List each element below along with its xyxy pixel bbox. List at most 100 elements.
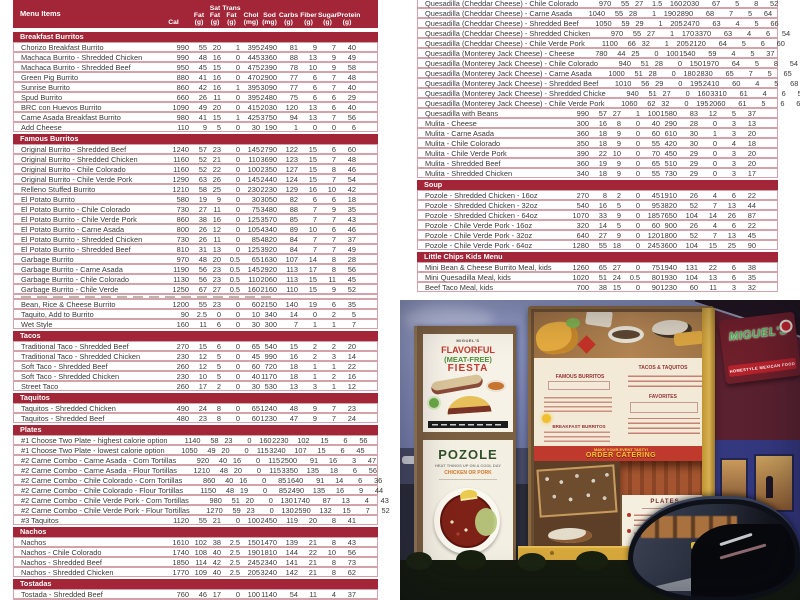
taquitos-tray-photo (620, 461, 708, 495)
item-value: 4 (762, 89, 767, 98)
item-value: 990 (264, 352, 277, 361)
item-value: 7 (365, 506, 370, 515)
item-value: 48 (347, 155, 356, 164)
item-value: 0 (677, 59, 682, 68)
item-value: 90 (651, 283, 660, 292)
item-value: 20 (221, 446, 230, 455)
item-name: Quesadilla (Monterey Jack Cheese) - Shre… (425, 89, 606, 98)
item-value: 65 (251, 404, 260, 413)
catering-tagline: MAKE YOUR EVENT TASTY! (593, 447, 649, 452)
item-value: 32 (747, 283, 756, 292)
item-value: 1 (658, 19, 663, 28)
item-value: 810 (176, 245, 189, 254)
item-value: 127 (285, 165, 298, 174)
table-row: Taquitos - Shredded Chicken 490 24 8 0 65 1240… (13, 403, 378, 413)
item-value: 1970 (702, 59, 719, 68)
item-value: 4340 (260, 225, 277, 234)
item-value: 7 (331, 404, 336, 413)
item-value: 1240 (172, 145, 189, 154)
table-row: Quesadilla (Monterey Jack Cheese) - Shre… (417, 78, 798, 88)
item-value: 970 (176, 255, 189, 264)
item-value: 100 (647, 109, 660, 118)
item-value: 0 (635, 263, 640, 272)
item-value: 145 (247, 175, 260, 184)
item-value: 0.5 (229, 275, 240, 284)
item-value: 38 (598, 283, 607, 292)
item-value: 35 (347, 205, 356, 214)
section-header: Tacos (13, 331, 378, 341)
table-row: Quesadilla (Cheddar Cheese) - Shredded B… (417, 18, 779, 28)
item-value: 5 (216, 362, 221, 371)
item-value: 9 (359, 486, 364, 495)
item-value: 425 (247, 113, 260, 122)
item-value: 22 (747, 221, 756, 230)
item-value: 470 (247, 73, 260, 82)
item-value: 8 (331, 265, 336, 274)
item-value: 950 (176, 63, 189, 72)
item-value: 60 (251, 300, 260, 309)
item-name: Mulita - Carne Asada (425, 129, 495, 138)
item-value: 350 (576, 139, 589, 148)
item-value: 290 (664, 119, 677, 128)
item-value: 0 (235, 352, 240, 361)
item-value: 95 (651, 201, 660, 210)
item-value: 41 (198, 113, 207, 122)
item-value: 18 (598, 169, 607, 178)
famous-subbox (548, 381, 610, 390)
item-value: 1070 (572, 211, 589, 220)
catering-photo (534, 461, 620, 555)
item-value: 7 (331, 235, 336, 244)
item-value: 8 (331, 165, 336, 174)
item-value: 4 (364, 496, 369, 505)
item-value: 19 (308, 300, 317, 309)
item-value: 30 (689, 129, 698, 138)
item-name: Quesadilla (Monterey Jack Cheese) - Carn… (425, 69, 592, 78)
item-value: 13 (308, 103, 317, 112)
item-name: Quesadilla (Monterey Jack Cheese) - Shre… (425, 79, 599, 88)
item-value: 32 (661, 99, 670, 108)
item-value: 40 (347, 43, 356, 52)
item-value: 0 (235, 145, 240, 154)
table-row: Add Cheese 110 9 5 0 30 190 1 0 0 6 (13, 122, 378, 132)
item-value: 31 (198, 245, 207, 254)
item-value: 12 (212, 225, 221, 234)
board-section-plates: PLATES (650, 499, 680, 505)
item-value: 2590 (294, 506, 311, 515)
item-value: 130 (281, 506, 294, 515)
item-value: 3480 (260, 205, 277, 214)
item-value: 4 (712, 221, 717, 230)
item-value: 114 (195, 558, 207, 567)
item-value: 30 (251, 123, 260, 132)
item-value: 90 (747, 241, 756, 250)
item-value: 40 (347, 103, 356, 112)
item-value: 22 (212, 165, 221, 174)
item-value: 1100 (601, 39, 618, 48)
item-value: 54 (289, 590, 298, 599)
miguels-sign-tagline: HOMESTYLE MEXICAN FOOD (729, 360, 796, 374)
item-value: 14 (708, 211, 717, 220)
item-value: 0 (244, 446, 249, 455)
item-value: 1470 (260, 538, 277, 547)
item-value: 40 (347, 83, 356, 92)
item-value: 24 (347, 414, 356, 423)
item-value: 6 (781, 89, 786, 98)
item-value: 390 (576, 149, 589, 158)
item-value: 16 (239, 476, 248, 485)
item-value: 22 (708, 263, 717, 272)
item-value: 1 (312, 362, 317, 371)
catering-band: MAKE YOUR EVENT TASTY! ORDER CATERING (534, 446, 708, 461)
item-value: 195 (696, 99, 709, 108)
item-value: 2490 (287, 486, 305, 495)
item-value: 700 (576, 283, 589, 292)
item-value: 2490 (260, 43, 277, 52)
item-value: 0 (331, 123, 336, 132)
column-header: Sat Fat (g) (209, 4, 221, 26)
item-value: 9 (331, 205, 336, 214)
item-value: 16 (598, 119, 607, 128)
item-value: 113 (286, 265, 298, 274)
item-value: 23 (212, 275, 221, 284)
item-value: 6 (312, 93, 317, 102)
item-name: Beef Taco Meal, kids (425, 283, 494, 292)
item-name: Pozole - Shredded Chicken - 64oz (425, 211, 538, 220)
bolt (550, 551, 554, 555)
